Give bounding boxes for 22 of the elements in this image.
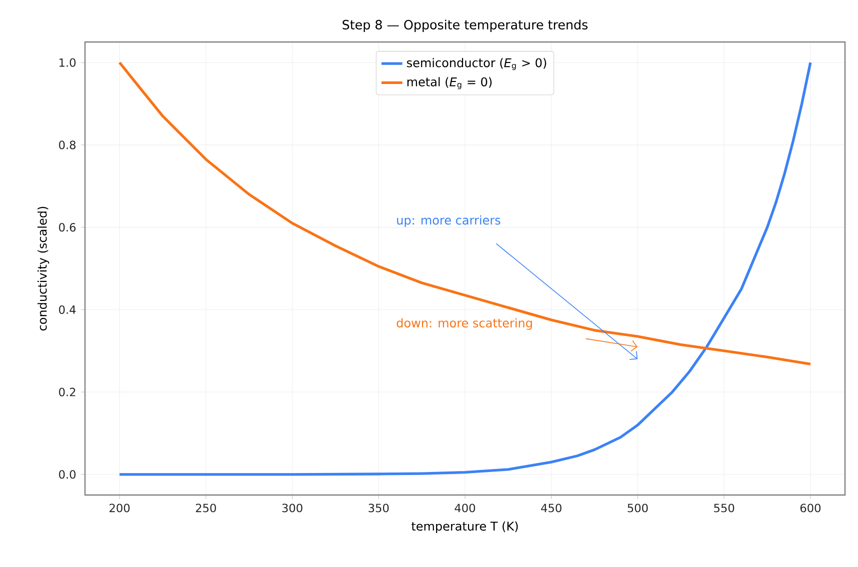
annotation: up: more carriers [397, 215, 500, 227]
x-tick-label: 400 [454, 504, 476, 512]
x-tick-label: 300 [282, 504, 302, 512]
y-tick-label: 0.0 [59, 470, 76, 479]
y-tick-label: 0.6 [59, 223, 76, 232]
x-axis-title: temperature T (K) [412, 521, 518, 534]
legend-label: metal (E$_{g}$ = 0) [407, 77, 492, 90]
y-tick-label: 1.0 [60, 58, 76, 67]
x-tick-label: 550 [714, 504, 734, 512]
x-tick-label: 600 [800, 504, 821, 512]
x-tick-label: 350 [368, 504, 389, 512]
x-tick-label: 250 [196, 504, 216, 512]
y-tick-label: 0.8 [59, 140, 76, 150]
chart-title: Step 8 — Opposite temperature trends [342, 20, 588, 32]
legend-label: semiconductor (E$_{g}$ > 0) [407, 58, 546, 70]
x-tick-label: 200 [110, 504, 130, 512]
y-tick-label: 0.4 [59, 305, 76, 314]
annotation: down: more scattering [396, 318, 532, 330]
y-tick-label: 0.2 [59, 388, 76, 396]
x-tick-label: 500 [628, 504, 648, 512]
y-axis-title: conductivity (scaled) [38, 206, 50, 330]
x-tick-label: 450 [541, 504, 562, 512]
